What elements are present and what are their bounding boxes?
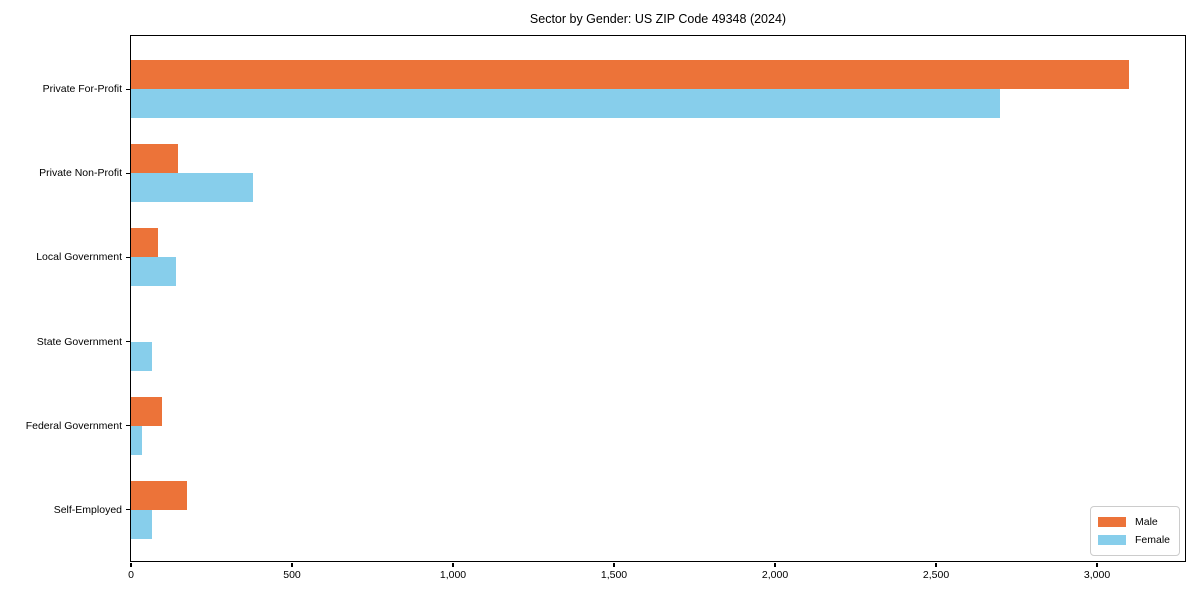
legend-swatch-female (1097, 535, 1126, 545)
female-bar-private-for-profit (131, 89, 1001, 119)
x-axis-tick-2000 (774, 562, 776, 567)
y-axis-tick-federal-government (125, 424, 130, 427)
x-axis-label-2000: 2,000 (761, 569, 789, 581)
y-axis-label-federal-government: Federal Government (25, 419, 122, 432)
male-bar-federal-government (131, 396, 162, 426)
legend-label-male: Male (1134, 516, 1158, 528)
x-axis-label-1500: 1,500 (600, 569, 628, 581)
chart-title: Sector by Gender: US ZIP Code 49348 (202… (529, 12, 787, 26)
y-axis-label-local-government: Local Government (36, 251, 122, 264)
y-axis-label-private-for-profit: Private For-Profit (42, 83, 122, 96)
y-axis-tick-private-non-profit (125, 172, 130, 175)
x-axis-tick-2500 (935, 562, 937, 567)
x-axis-tick-500 (291, 562, 293, 567)
legend-swatch-male (1097, 517, 1126, 527)
y-axis-label-private-non-profit: Private Non-Profit (39, 167, 122, 180)
x-axis-label-0: 0 (128, 569, 134, 581)
y-axis-tick-state-government (125, 340, 130, 343)
y-axis-tick-private-for-profit (125, 88, 130, 91)
male-bar-local-government (131, 228, 159, 258)
x-axis-tick-1500 (613, 562, 615, 567)
y-axis-label-self-employed: Self-Employed (53, 503, 122, 516)
y-axis-label-state-government: State Government (36, 335, 122, 348)
male-bar-self-employed (131, 480, 188, 510)
female-bar-state-government (131, 341, 152, 371)
female-bar-federal-government (131, 425, 143, 455)
y-axis-tick-self-employed (125, 508, 130, 511)
x-axis-label-500: 500 (283, 569, 301, 581)
x-axis-label-3000: 3,000 (1083, 569, 1111, 581)
female-bar-self-employed (131, 509, 152, 539)
x-axis-tick-3000 (1096, 562, 1098, 567)
legend-label-female: Female (1134, 534, 1170, 546)
female-bar-private-non-profit (131, 173, 254, 203)
y-axis-tick-local-government (125, 256, 130, 259)
legend: Male Female (1089, 506, 1180, 556)
male-bar-private-non-profit (131, 144, 178, 174)
legend-item-female: Female (1097, 531, 1170, 549)
male-bar-private-for-profit (131, 60, 1130, 90)
x-axis-label-2500: 2,500 (922, 569, 950, 581)
female-bar-local-government (131, 257, 177, 287)
x-axis-tick-1000 (452, 562, 454, 567)
legend-item-male: Male (1097, 513, 1170, 531)
x-axis-tick-0 (130, 562, 132, 567)
x-axis-label-1000: 1,000 (439, 569, 467, 581)
plot-area: Private For-Profit Private Non-Profit Loca… (26, 35, 1186, 581)
